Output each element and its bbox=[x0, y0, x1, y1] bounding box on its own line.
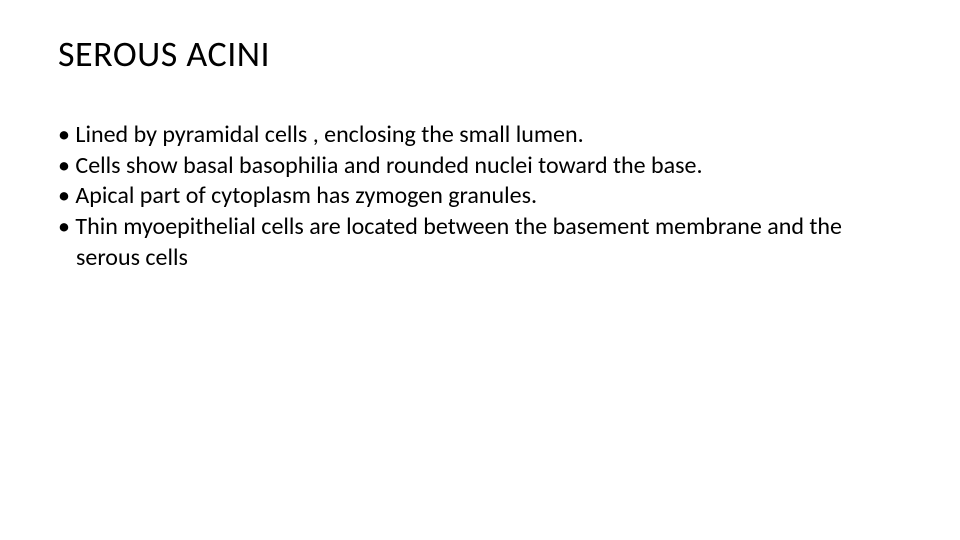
bullet-item: Apical part of cytoplasm has zymogen gra… bbox=[58, 181, 902, 212]
bullet-list: Lined by pyramidal cells , enclosing the… bbox=[58, 120, 902, 274]
bullet-item: Thin myoepithelial cells are located bet… bbox=[58, 212, 902, 273]
slide-title: SEROUS ACINI bbox=[58, 32, 902, 76]
bullet-item: Cells show basal basophilia and rounded … bbox=[58, 151, 902, 182]
bullet-item: Lined by pyramidal cells , enclosing the… bbox=[58, 120, 902, 151]
